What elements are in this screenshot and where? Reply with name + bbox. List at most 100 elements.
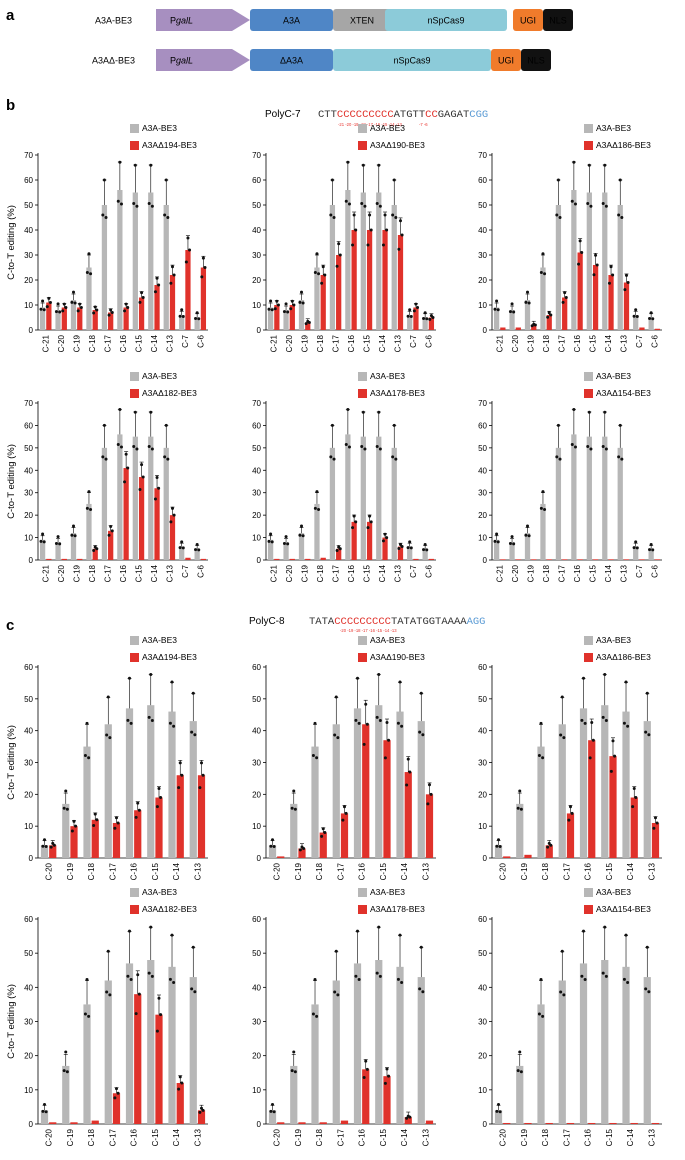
replicate-dot [391, 213, 395, 217]
bar-a3a-be3 [132, 192, 138, 330]
bar-variant [404, 1117, 412, 1124]
y-tick-label: 40 [24, 466, 33, 475]
bar-variant [397, 235, 404, 330]
replicate-dot [108, 736, 112, 740]
y-tick-label: 70 [252, 151, 261, 160]
replicate-dot [519, 807, 523, 811]
replicate-dot [603, 925, 607, 929]
replicate-dot [300, 524, 304, 528]
x-tick-label: C-19 [520, 1128, 529, 1146]
bar-variant [630, 1122, 638, 1124]
replicate-dot [512, 542, 516, 546]
x-tick-label: C-19 [527, 334, 536, 352]
replicate-dot [336, 736, 340, 740]
x-tick-label: C-20 [285, 334, 294, 352]
y-axis-label: C-to-T editing (%) [6, 205, 17, 280]
replicate-dot [387, 738, 391, 742]
replicate-dot [273, 307, 277, 311]
replicate-dot [541, 252, 545, 256]
replicate-dot [116, 442, 120, 446]
x-tick-label: C-16 [130, 862, 139, 880]
legend-swatch-red [584, 653, 593, 662]
bar-variant [169, 275, 176, 330]
replicate-dot [198, 1110, 202, 1114]
replicate-dot [560, 949, 564, 953]
replicate-dot [392, 423, 396, 427]
y-tick-label: 10 [252, 1086, 261, 1095]
replicate-dot [282, 310, 286, 314]
replicate-dot [64, 789, 68, 793]
replicate-dot [651, 317, 655, 321]
replicate-dot [267, 307, 271, 311]
replicate-dot [332, 216, 336, 219]
x-tick-label: C-6 [196, 334, 205, 347]
replicate-dot [364, 702, 368, 706]
y-tick-label: 0 [257, 1120, 262, 1129]
x-tick-label: C-15 [134, 564, 143, 582]
replicate-dot [362, 742, 366, 746]
x-tick-label: C-13 [393, 334, 402, 352]
y-axis-label: C-to-T editing (%) [6, 444, 17, 519]
replicate-dot [134, 815, 138, 819]
replicate-dot [193, 733, 197, 737]
replicate-dot [423, 311, 427, 315]
x-tick-label: C-14 [604, 564, 613, 582]
replicate-dot [537, 1012, 541, 1016]
chart-b-6: 0 10 20 30 40 50 60 70 A3A-BE3 A3AΔ154-BE3 C-21 C-2… [478, 371, 662, 582]
bar-variant [305, 558, 311, 560]
bar-a3a-be3 [586, 192, 592, 330]
replicate-dot [412, 309, 416, 313]
bar-a3a-be3 [62, 1065, 70, 1124]
bar-a3a-be3 [540, 503, 546, 560]
bar-variant [277, 856, 285, 858]
y-tick-label: 30 [24, 1018, 33, 1027]
replicate-dot [354, 520, 358, 524]
replicate-dot [335, 264, 339, 268]
x-tick-label: C-20 [511, 564, 520, 582]
replicate-dot [106, 949, 110, 953]
replicate-dot [92, 824, 96, 828]
x-tick-label: C-18 [316, 334, 325, 352]
x-tick-label: C-19 [301, 334, 310, 352]
replicate-dot [164, 423, 168, 427]
bar-variant [623, 282, 630, 330]
replicate-dot [405, 783, 409, 787]
replicate-dot [200, 275, 204, 279]
bar-a3a-be3 [353, 963, 362, 1124]
replicate-dot [323, 273, 327, 277]
y-tick-label: 30 [24, 489, 33, 498]
legend-label: A3A-BE3 [370, 123, 405, 133]
y-tick-label: 50 [252, 444, 261, 453]
y-tick-label: 40 [24, 983, 33, 992]
x-tick-label: C-13 [421, 1128, 430, 1146]
bar-a3a-be3 [298, 533, 305, 560]
replicate-dot [580, 974, 584, 978]
replicate-dot [346, 160, 350, 164]
bar-variant [609, 756, 617, 858]
replicate-dot [344, 811, 348, 815]
replicate-dot [375, 445, 379, 449]
replicate-dot [626, 281, 630, 284]
replicate-dot [87, 252, 91, 256]
y-tick-label: 50 [478, 949, 487, 958]
bar-a3a-be3 [268, 845, 277, 858]
replicate-dot [549, 313, 553, 317]
chart-c-1: 0 10 20 30 40 50 60 C-to-T editing (%) A3A-BE3 A3… [6, 635, 208, 880]
replicate-dot [524, 300, 528, 304]
bar-a3a-be3 [579, 708, 588, 858]
bar-a3a-be3 [329, 447, 336, 560]
replicate-dot [338, 253, 342, 257]
replicate-dot [301, 301, 305, 305]
replicate-dot [537, 753, 541, 757]
replicate-dot [601, 715, 605, 719]
y-tick-label: 0 [483, 326, 488, 335]
replicate-dot [333, 990, 337, 994]
replicate-dot [416, 306, 420, 309]
replicate-dot [398, 680, 402, 684]
replicate-dot [147, 715, 151, 719]
replicate-dot [129, 721, 133, 725]
promoter-arrow [156, 9, 250, 31]
x-tick-label: C-19 [66, 862, 75, 880]
legend-swatch-red [584, 905, 593, 914]
